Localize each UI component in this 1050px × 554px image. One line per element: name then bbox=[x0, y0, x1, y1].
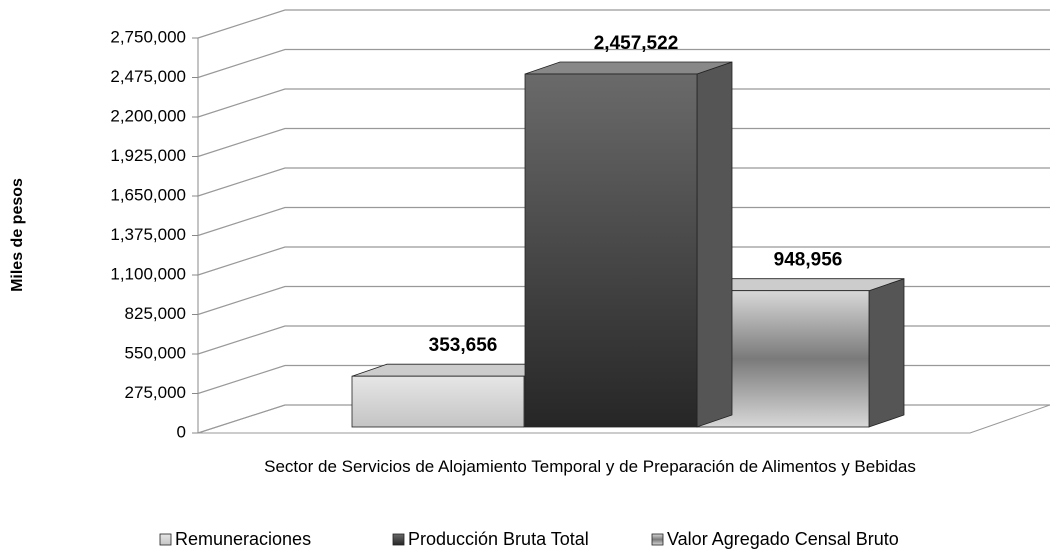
y-tick-label: 2,750,000 bbox=[110, 27, 186, 46]
y-tick-label: 1,375,000 bbox=[110, 225, 186, 244]
bar-top bbox=[524, 61, 733, 75]
legend-label: Valor Agregado Censal Bruto bbox=[667, 529, 899, 549]
y-tick-label: 2,475,000 bbox=[110, 67, 186, 86]
y-tick-label: 1,925,000 bbox=[110, 146, 186, 165]
grid-line bbox=[197, 246, 1050, 276]
grid-line bbox=[197, 127, 1050, 158]
y-tick-label: 550,000 bbox=[125, 343, 186, 362]
bar-side bbox=[868, 278, 905, 428]
grid-line bbox=[197, 9, 1050, 39]
x-category-label: Sector de Servicios de Alojamiento Tempo… bbox=[264, 457, 916, 476]
data-label: 353,656 bbox=[429, 335, 498, 356]
bar bbox=[351, 375, 525, 428]
legend-swatch bbox=[159, 533, 172, 546]
bar bbox=[524, 73, 698, 428]
grid-line bbox=[197, 88, 1050, 118]
y-tick-label: 2,200,000 bbox=[110, 106, 186, 125]
y-tick-label: 1,650,000 bbox=[110, 185, 186, 204]
y-tick-label: 0 bbox=[177, 422, 186, 441]
y-tick-label: 1,100,000 bbox=[110, 264, 186, 283]
y-tick-label: 275,000 bbox=[125, 383, 186, 402]
legend-swatch bbox=[651, 533, 664, 546]
legend-label: Producción Bruta Total bbox=[408, 529, 589, 549]
grid-line bbox=[197, 206, 1050, 237]
grid-line bbox=[197, 48, 1050, 79]
legend-label: Remuneraciones bbox=[175, 529, 311, 549]
y-axis-title: Miles de pesos bbox=[9, 178, 26, 292]
bar-side bbox=[696, 61, 733, 428]
legend-swatch bbox=[392, 533, 405, 546]
grid-line bbox=[197, 167, 1050, 197]
data-label: 948,956 bbox=[774, 250, 843, 271]
data-label: 2,457,522 bbox=[594, 33, 679, 54]
y-tick-label: 825,000 bbox=[125, 304, 186, 323]
